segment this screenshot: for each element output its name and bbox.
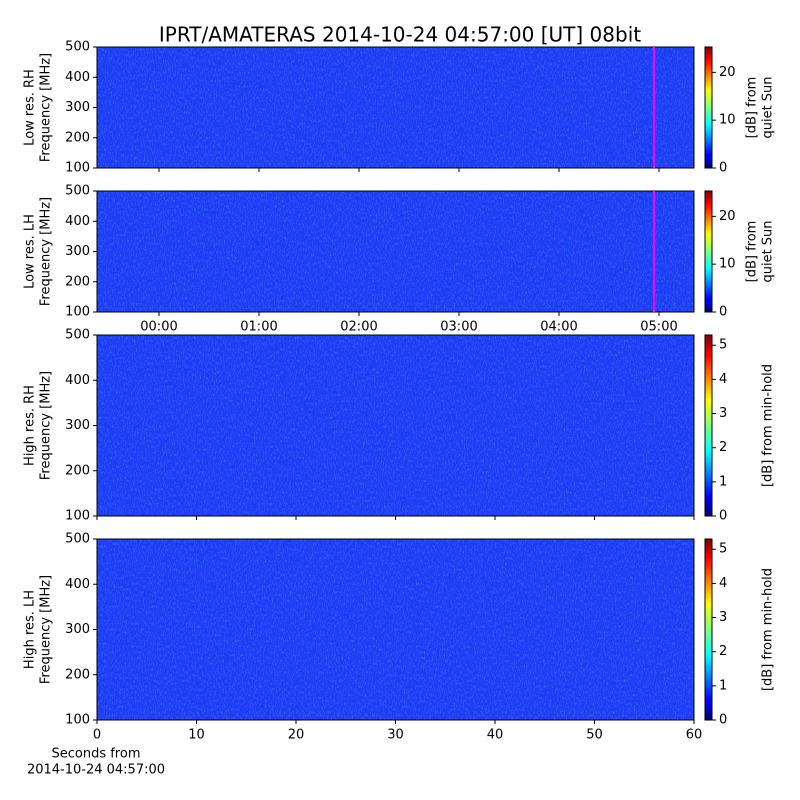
colorbar-label: [dB] from min-hold <box>761 364 776 487</box>
y-tick-label: 400 <box>65 577 90 592</box>
x-tick-label: 00:00 <box>140 320 177 335</box>
y-axis-label: Low res. RH <box>23 69 38 146</box>
x-axis-label: 2014-10-24 04:57:00 <box>27 763 165 778</box>
y-tick-label: 200 <box>65 463 90 478</box>
colorbar-tick-label: 0 <box>719 305 727 320</box>
colorbar-label: [dB] from min-hold <box>761 568 776 691</box>
colorbar-tick-label: 20 <box>719 209 736 224</box>
y-tick-label: 500 <box>65 40 90 55</box>
colorbar-label: [dB] from <box>745 77 760 139</box>
colorbar <box>704 334 713 517</box>
y-tick-label: 100 <box>65 509 90 524</box>
x-tick-label: 02:00 <box>340 320 377 335</box>
y-axis-label: Frequency [MHz] <box>39 371 54 480</box>
colorbar-tick-label: 0 <box>719 713 727 728</box>
y-tick-label: 500 <box>65 184 90 199</box>
chart-title: IPRT/AMATERAS 2014-10-24 04:57:00 [UT] 0… <box>159 23 641 47</box>
colorbar <box>704 190 713 313</box>
y-tick-label: 200 <box>65 274 90 289</box>
colorbar-tick-label: 1 <box>719 474 727 489</box>
x-tick-label: 40 <box>487 728 504 743</box>
y-tick-label: 300 <box>65 622 90 637</box>
colorbar-label: [dB] from <box>745 221 760 283</box>
y-axis-label: High res. LH <box>23 590 38 669</box>
y-tick-label: 500 <box>65 532 90 547</box>
y-tick-label: 200 <box>65 667 90 682</box>
colorbar-tick-label: 5 <box>719 542 727 557</box>
x-tick-label: 30 <box>387 728 404 743</box>
colorbar-tick-label: 0 <box>719 509 727 524</box>
colorbar-tick-label: 4 <box>719 372 727 387</box>
colorbar-tick-label: 3 <box>719 406 727 421</box>
colorbar-tick-label: 0 <box>719 161 727 176</box>
colorbar <box>704 46 713 169</box>
y-tick-label: 400 <box>65 70 90 85</box>
y-tick-label: 500 <box>65 328 90 343</box>
y-axis-label: Low res. LH <box>23 214 38 289</box>
x-axis-label: Seconds from <box>51 747 140 762</box>
colorbar-tick-label: 10 <box>719 113 736 128</box>
colorbar-tick-label: 3 <box>719 610 727 625</box>
colorbar-label: quiet Sun <box>761 220 776 282</box>
colorbar-tick-label: 2 <box>719 644 727 659</box>
x-tick-label: 05:00 <box>640 320 677 335</box>
x-tick-label: 50 <box>586 728 603 743</box>
x-tick-label: 10 <box>188 728 205 743</box>
y-tick-label: 200 <box>65 130 90 145</box>
spectrogram-texture <box>97 47 694 168</box>
y-tick-label: 100 <box>65 161 90 176</box>
y-tick-label: 400 <box>65 214 90 229</box>
x-tick-label: 0 <box>93 728 101 743</box>
colorbar-label: quiet Sun <box>761 76 776 138</box>
y-tick-label: 100 <box>65 305 90 320</box>
colorbar-tick-label: 20 <box>719 65 736 80</box>
y-tick-label: 100 <box>65 713 90 728</box>
spectrogram-texture <box>97 335 694 516</box>
y-axis-label: High res. RH <box>23 385 38 466</box>
colorbar <box>704 538 713 721</box>
x-tick-label: 01:00 <box>240 320 277 335</box>
spectrogram-texture <box>97 191 694 312</box>
y-tick-label: 400 <box>65 373 90 388</box>
colorbar-tick-label: 5 <box>719 338 727 353</box>
y-axis-label: Frequency [MHz] <box>39 197 54 306</box>
x-tick-label: 60 <box>686 728 703 743</box>
y-tick-label: 300 <box>65 244 90 259</box>
spectrogram-texture <box>97 539 694 720</box>
colorbar-tick-label: 2 <box>719 440 727 455</box>
x-tick-label: 04:00 <box>540 320 577 335</box>
colorbar-tick-label: 4 <box>719 576 727 591</box>
x-tick-label: 03:00 <box>440 320 477 335</box>
x-tick-label: 20 <box>288 728 305 743</box>
y-tick-label: 300 <box>65 100 90 115</box>
y-tick-label: 300 <box>65 418 90 433</box>
y-axis-label: Frequency [MHz] <box>39 53 54 162</box>
colorbar-tick-label: 1 <box>719 678 727 693</box>
colorbar-tick-label: 10 <box>719 257 736 272</box>
y-axis-label: Frequency [MHz] <box>39 575 54 684</box>
